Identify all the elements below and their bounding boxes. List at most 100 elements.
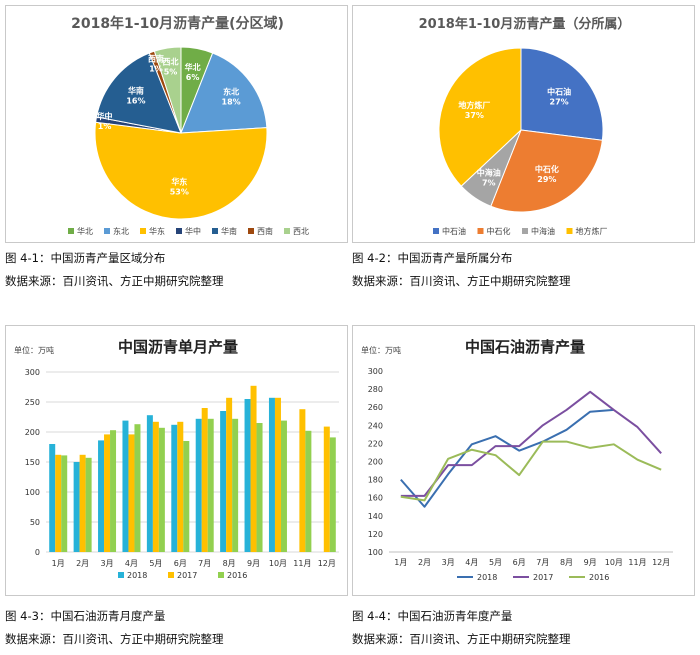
- bar: [134, 424, 141, 552]
- slice-value-label: 53%: [170, 187, 189, 196]
- pie-slice: [520, 47, 604, 141]
- slice-label: 中石化: [535, 164, 559, 174]
- slice-label: 华南: [128, 86, 144, 96]
- bar: [256, 423, 263, 552]
- source-caption-3: 数据来源：百川资讯、方正中期研究院整理: [5, 632, 224, 646]
- line-chart-annual: 中国石油沥青产量 单位：万吨 100 120 140 160 180 200 220 240 260…: [361, 338, 673, 582]
- legend-label: 2018: [127, 571, 147, 580]
- x-tick-label: 10月: [605, 558, 623, 567]
- slice-label: 华东: [171, 176, 187, 186]
- legend-swatch: [104, 228, 110, 234]
- chart-panel-monthly-bar: 中国沥青单月产量 单位：万吨 0 50 100 150 200 250 300 1月 2月 3月 4月 5…: [5, 325, 348, 596]
- y-tick-label: 260: [368, 403, 383, 412]
- slice-value-label: 16%: [126, 97, 145, 106]
- bar: [232, 418, 239, 552]
- bar: [329, 437, 336, 552]
- bar: [122, 420, 129, 552]
- x-tick-label: 2月: [418, 558, 431, 567]
- y-tick-label: 150: [25, 458, 40, 467]
- bar: [171, 424, 178, 552]
- bar: [152, 421, 159, 552]
- chart-title: 中国石油沥青产量: [465, 338, 585, 356]
- chart-legend: 中石油 中石化 中海油 地方炼厂: [433, 226, 608, 236]
- y-tick-label: 100: [25, 488, 40, 497]
- y-tick-label: 0: [35, 548, 40, 557]
- pie-slice: [153, 46, 182, 134]
- legend-label: 中石化: [487, 226, 511, 236]
- bar: [183, 441, 190, 552]
- legend-label: 2017: [177, 571, 197, 580]
- bar: [305, 430, 312, 552]
- bar: [244, 399, 251, 552]
- bar: [55, 454, 62, 552]
- y-tick-label: 120: [368, 530, 383, 539]
- source-caption-4: 数据来源：百川资讯、方正中期研究院整理: [352, 632, 571, 646]
- bar: [49, 444, 56, 552]
- x-tick-label: 10月: [269, 559, 287, 568]
- y-tick-label: 180: [368, 476, 383, 485]
- slice-label: 西南: [148, 53, 164, 63]
- bar: [104, 434, 111, 552]
- y-tick-label: 50: [30, 518, 40, 527]
- slice-label: 东北: [223, 87, 239, 97]
- figure-caption-4: 图 4-4：中国石油沥青年度产量: [352, 609, 513, 623]
- pie-slice: [94, 121, 268, 220]
- y-tick-label: 300: [368, 367, 383, 376]
- y-tick-label: 140: [368, 512, 383, 521]
- series-line: [400, 408, 614, 508]
- x-tick-label: 6月: [174, 559, 187, 568]
- slice-value-label: 1%: [98, 122, 112, 131]
- pie-chart-ownership: 2018年1-10月沥青产量（分所属）中石油27%中石化29%中海油7%地方炼厂…: [419, 16, 631, 236]
- x-tick-label: 8月: [223, 559, 236, 568]
- legend-label: 中石油: [442, 226, 466, 236]
- slice-value-label: 5%: [164, 68, 178, 77]
- slice-label: 华中: [97, 111, 113, 121]
- figure-caption-2: 图 4-2：中国沥青产量所属分布: [352, 251, 513, 265]
- legend-label: 华南: [221, 226, 237, 236]
- bar: [299, 409, 306, 552]
- x-tick-label: 9月: [584, 558, 597, 567]
- y-tick-label: 240: [368, 421, 383, 430]
- pie-slice: [180, 52, 268, 134]
- legend-label: 西北: [293, 227, 309, 236]
- legend-label: 2018: [477, 573, 497, 582]
- x-tick-label: 1月: [394, 558, 407, 567]
- x-tick-label: 3月: [100, 559, 113, 568]
- chart-panel-region: 2018年1-10月沥青产量(分区域) 华北 6% 东北 18% 华东 53% 华中 1% 华南 1…: [5, 5, 348, 243]
- pie-slice: [438, 47, 522, 187]
- unit-label: 单位：万吨: [361, 345, 401, 355]
- slice-value-label: 6%: [186, 73, 200, 82]
- bar-chart-monthly: 中国沥青单月产量 单位：万吨 0 50 100 150 200 250 300 1月 2月 3月 4月 5…: [14, 338, 339, 580]
- x-tick-label: 8月: [560, 558, 573, 567]
- legend-swatch: [522, 228, 528, 234]
- legend-swatch: [248, 228, 254, 234]
- chart-legend: 2018 2017 2016: [457, 573, 609, 582]
- slice-value-label: 27%: [550, 97, 569, 106]
- bar: [61, 455, 68, 552]
- pie-chart-region: 2018年1-10月沥青产量(分区域)华北6%东北18%华东53%华中1%华南1…: [68, 15, 309, 236]
- legend-swatch: [212, 228, 218, 234]
- slice-label: 中石油: [547, 86, 571, 96]
- pie-slices: [94, 46, 268, 220]
- x-tick-label: 7月: [536, 558, 549, 567]
- bar: [110, 430, 117, 552]
- bar: [268, 397, 275, 552]
- legend-label: 2016: [227, 571, 247, 580]
- legend-swatch: [140, 228, 146, 234]
- chart-panel-annual-line: 中国石油沥青产量 单位：万吨 100 120 140 160 180 200 220 240 260…: [352, 325, 695, 596]
- x-tick-label: 2月: [76, 559, 89, 568]
- series-line: [400, 390, 662, 497]
- legend-swatch: [68, 228, 74, 234]
- x-tick-label: 7月: [198, 559, 211, 568]
- gridlines: [46, 371, 339, 553]
- legend-swatch: [477, 228, 484, 234]
- legend-swatch: [566, 228, 573, 234]
- legend-label: 中海油: [531, 226, 555, 236]
- chart-title: 2018年1-10月沥青产量(分区域): [71, 15, 284, 32]
- slice-label: 中海油: [477, 167, 501, 177]
- series-line: [400, 440, 662, 502]
- bar: [323, 426, 330, 552]
- bar: [226, 397, 233, 552]
- chart-legend: 2018 2017 2016: [118, 571, 247, 580]
- bar: [207, 418, 214, 552]
